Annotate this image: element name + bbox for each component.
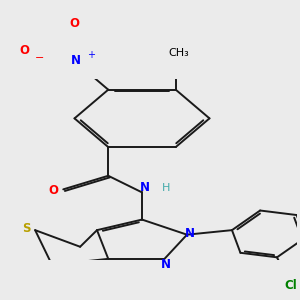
Text: −: − [35,53,44,63]
Text: O: O [48,184,59,197]
Text: N: N [140,182,150,194]
Text: Cl: Cl [285,279,297,292]
Text: O: O [19,44,29,57]
Text: +: + [87,50,95,60]
Text: S: S [22,222,31,235]
Text: H: H [162,183,170,193]
Text: N: N [161,258,171,271]
Text: N: N [185,227,195,240]
Text: O: O [70,17,80,30]
Text: N: N [71,54,81,67]
Text: CH₃: CH₃ [168,48,189,58]
